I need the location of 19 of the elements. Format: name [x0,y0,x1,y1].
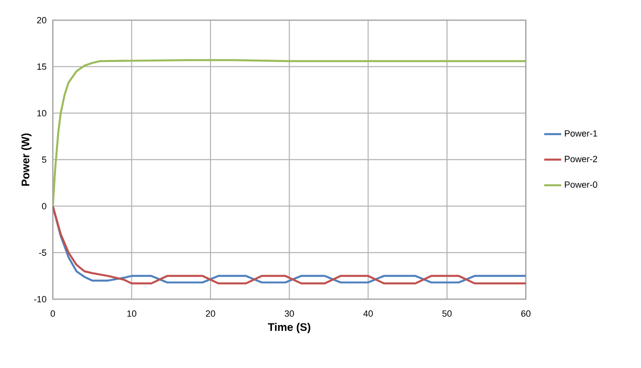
legend-label: Power-1 [564,130,598,137]
x-tick-label: 10 [127,310,136,317]
x-tick-label: 20 [206,310,216,317]
y-tick-label: 15 [37,64,46,70]
y-tick-label: 0 [42,203,46,210]
y-tick-label: 20 [37,16,46,24]
y-tick-label: 5 [42,156,46,163]
x-tick-label: 60 [521,310,530,317]
x-tick-label: 40 [363,310,373,317]
y-tick-label: -5 [39,250,46,256]
y-tick-label: -10 [34,296,46,302]
legend-label: Power-2 [564,156,598,162]
x-tick-label: 50 [442,310,452,317]
x-tick-label: 30 [284,310,294,317]
legend-label: Power-0 [564,181,598,188]
y-axis-title: Power (W) [21,133,32,186]
x-axis-title: Time (S) [268,322,310,334]
x-tick-label: 0 [50,310,55,317]
y-tick-label: 10 [37,110,46,116]
